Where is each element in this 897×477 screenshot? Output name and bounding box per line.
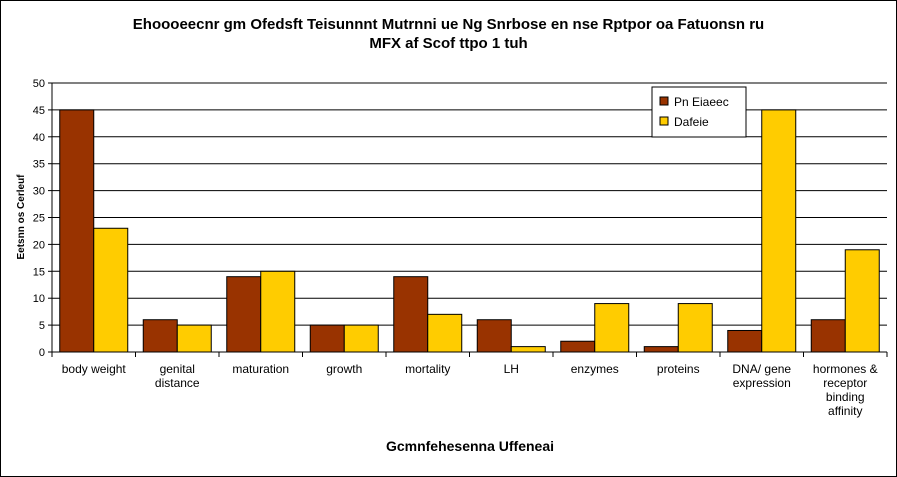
y-tick-label: 10 [33,293,45,305]
x-tick-label: proteins [657,362,700,376]
y-tick-label: 35 [33,159,45,171]
x-tick-label: mortality [405,362,450,376]
y-tick-label: 15 [33,266,45,278]
bar [176,324,212,353]
x-tick-label: DNA/ gene expression [732,362,791,390]
y-tick-label: 50 [33,78,45,90]
x-tick-label: maturation [232,362,289,376]
legend-label: Dafeie [674,115,709,129]
bar [393,276,429,353]
y-tick-label: 25 [33,213,45,225]
bar [761,109,797,353]
legend-swatch [659,116,669,126]
y-axis-label: Eetsnn os Cerleuf [16,174,27,260]
bar [560,340,596,353]
y-tick-label: 30 [33,186,45,198]
bar [309,324,345,353]
bar [142,319,178,353]
x-tick-label: body weight [62,362,127,376]
chart-title: Ehoooeecnr gm Ofedsft Teisunnnt Mutrnni … [41,15,856,53]
axes: 0 5 10 15 20 25 30 35 40 45 50 body weight genital di… [33,78,888,418]
y-tick-label: 0 [39,347,45,359]
chart-title-line-2: MFX af Scof ttpo 1 tuh [369,35,528,52]
bar [260,270,296,353]
x-tick-label: LH [504,362,519,376]
bar [343,324,379,353]
legend-swatch [659,96,669,106]
bar [476,319,512,353]
bar [59,109,95,353]
bar [727,329,763,353]
legend-box [651,86,747,138]
gridlines [52,82,887,326]
bar [427,313,463,353]
bar [844,249,880,353]
bar [93,227,129,353]
y-tick-label: 45 [33,105,45,117]
legend: Pn Eiaeec Dafeie [651,86,747,138]
legend-label: Pn Eiaeec [674,95,729,109]
x-tick-label: hormones & receptor binding affinity [813,362,878,418]
bar [677,303,713,353]
bar [226,276,262,353]
y-tick-label: 40 [33,132,45,144]
bar [594,303,630,353]
bar [510,346,546,353]
bars [59,109,880,353]
bar [643,346,679,353]
chart-title-line-1: Ehoooeecnr gm Ofedsft Teisunnnt Mutrnni … [132,16,765,33]
bar [810,319,846,353]
x-axis-label: Gcmnfehesenna Uffeneai [386,438,554,454]
y-tick-label: 5 [39,320,45,332]
x-tick-label: genital distance [155,362,200,390]
y-tick-label: 20 [33,239,45,251]
x-tick-label: growth [326,362,362,376]
x-tick-label: enzymes [571,362,619,376]
